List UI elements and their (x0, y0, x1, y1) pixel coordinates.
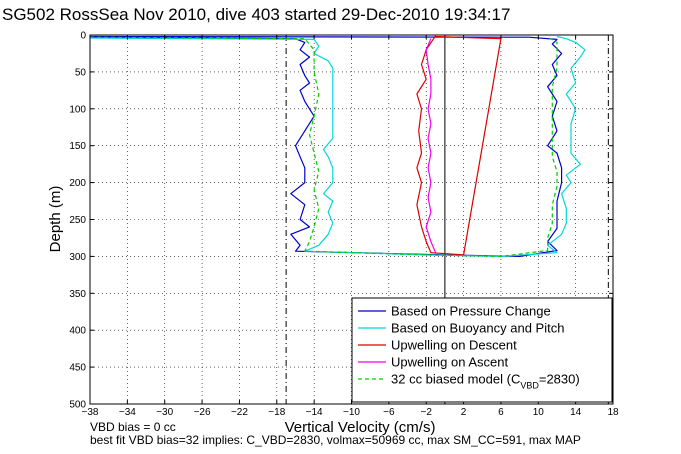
series-line-3 (416, 35, 502, 256)
x-tick-label: 14 (570, 407, 582, 418)
x-tick-label: 6 (498, 407, 504, 418)
series-line-2 (89, 35, 586, 257)
y-tick-label: 300 (69, 252, 86, 263)
footer-line-2: best fit VBD bias=32 implies: C_VBD=2830… (90, 433, 581, 447)
y-tick-label: 50 (75, 67, 87, 78)
x-tick-label: −38 (82, 407, 99, 418)
y-tick-label: 200 (69, 178, 86, 189)
x-axis-ticks: −38 −34 −30 −26 −22 −18 −14 −10 −6 −2 2 6 10 14 18 (82, 35, 619, 418)
x-tick-label: −22 (231, 407, 248, 418)
series-line-5 (89, 36, 558, 257)
legend-label: Based on Buoyancy and Pitch (391, 321, 564, 336)
y-tick-label: 400 (69, 326, 86, 337)
x-tick-label: −6 (383, 407, 395, 418)
series-line-1 (89, 35, 563, 257)
footer-line-1: VBD bias = 0 cc (90, 420, 176, 434)
legend-label: Upwelling on Descent (391, 338, 517, 353)
y-axis-label: Depth (m) (47, 186, 64, 253)
x-tick-label: −34 (119, 407, 136, 418)
x-tick-label: −2 (421, 407, 433, 418)
legend-box (351, 297, 613, 403)
x-tick-label: −14 (306, 407, 323, 418)
x-tick-label: −26 (194, 407, 211, 418)
y-tick-label: 0 (80, 31, 86, 42)
series-group (89, 35, 586, 257)
y-tick-label: 450 (69, 363, 86, 374)
grid-lines (90, 35, 613, 404)
legend: Based on Pressure Change Based on Buoyanc… (351, 297, 613, 403)
legend-label: Upwelling on Ascent (391, 355, 508, 370)
x-tick-label: −18 (268, 407, 285, 418)
y-tick-label: 100 (69, 104, 86, 115)
chart-title: SG502 RossSea Nov 2010, dive 403 started… (2, 5, 510, 24)
x-tick-label: −30 (156, 407, 173, 418)
x-tick-label: 18 (607, 407, 619, 418)
y-tick-label: 250 (69, 215, 86, 226)
y-axis-ticks: 0 50 100 150 200 250 300 350 400 450 500 (69, 31, 613, 411)
legend-label: Based on Pressure Change (391, 304, 551, 319)
x-tick-label: 10 (533, 407, 545, 418)
x-tick-label: 2 (461, 407, 467, 418)
y-tick-label: 150 (69, 141, 86, 152)
x-tick-label: −10 (343, 407, 360, 418)
series-line-4 (425, 38, 437, 253)
y-tick-label: 350 (69, 289, 86, 300)
x-axis-label: Vertical Velocity (cm/s) (285, 419, 436, 436)
y-tick-label: 500 (69, 400, 86, 411)
